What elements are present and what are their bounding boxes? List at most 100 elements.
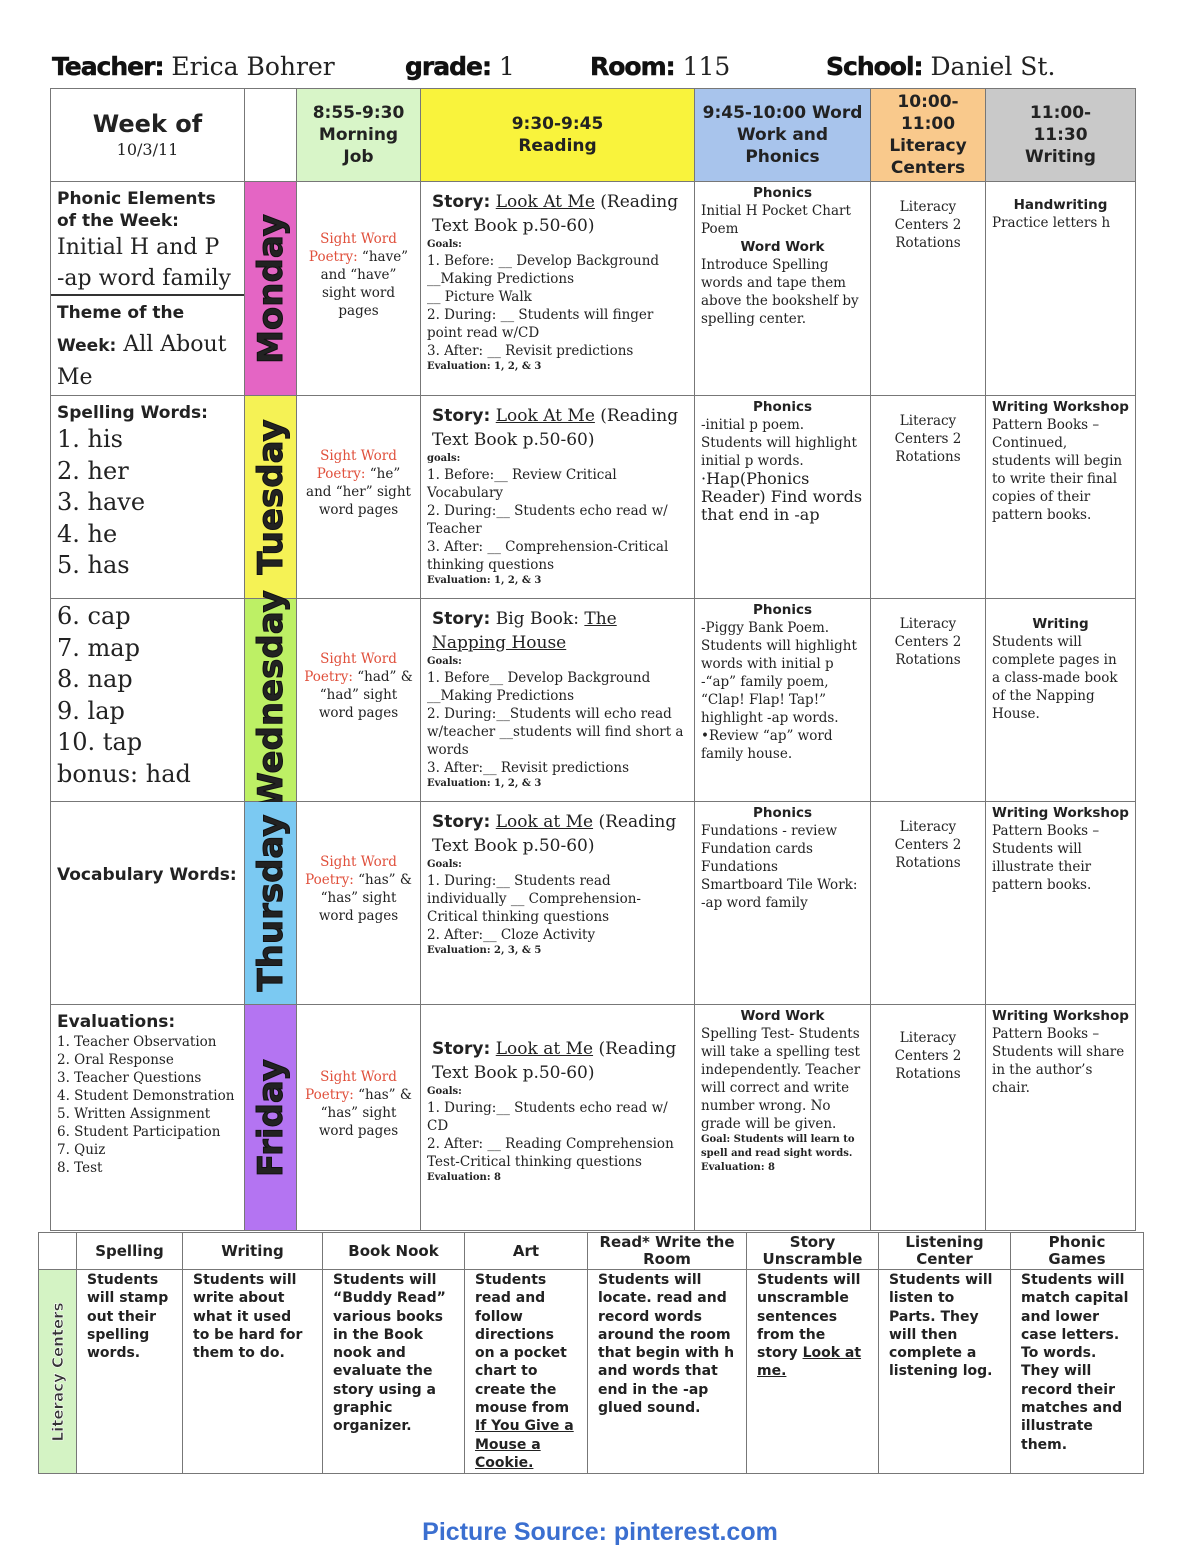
center-title: Listening Center <box>905 1233 984 1268</box>
literacy-centers-cell: Literacy Centers 2 Rotations <box>870 598 986 802</box>
day-row-monday: Phonic Elements of the Week: Initial H an… <box>50 181 1136 396</box>
center-description: Students will locate. read and record wo… <box>587 1268 747 1475</box>
writing-heading: Handwriting <box>1013 197 1108 213</box>
story-title: Look At Me <box>495 192 595 212</box>
sight-word-label: Sight Word Poetry: <box>305 1068 397 1103</box>
day-name: Wednesday <box>250 590 291 811</box>
word-work-cell: Phonics -Piggy Bank Poem. Students will h… <box>694 598 871 802</box>
writing-cell: Handwriting Practice letters h <box>985 181 1136 396</box>
left-notes-cell: Evaluations: 1. Teacher Observation 2. Ora… <box>50 1004 245 1231</box>
morning-job-header: 8:55-9:30 Morning Job <box>296 88 421 182</box>
weekly-plan-table: Week of 10/3/11 8:55-9:30 Morning Job 9:3… <box>50 88 1136 1231</box>
list-item: 7. Quiz <box>57 1142 106 1158</box>
center-title: Art <box>512 1241 540 1260</box>
center-description: Students will stamp out their spelling w… <box>76 1268 183 1475</box>
story-title: Look At Me <box>495 406 595 426</box>
goal-line: 1. During:__ Students read individually … <box>427 873 641 925</box>
school-field: School: Daniel St. <box>826 52 1056 82</box>
theme-value: All About Me <box>57 332 227 390</box>
goal-line: __ Picture Walk <box>427 289 532 305</box>
week-date: 10/3/11 <box>116 140 179 159</box>
reading-cell: Story: Look at Me (Reading Text Book p.5… <box>420 1004 695 1231</box>
list-item: 5. Written Assignment <box>57 1106 211 1122</box>
center-title: Book Nook <box>348 1241 439 1260</box>
writing-heading: Writing Workshop <box>992 399 1129 415</box>
word-work-heading: Phonics <box>752 399 813 415</box>
left-notes-cell: Phonic Elements of the Week: Initial H an… <box>50 181 245 396</box>
literacy-text: Literacy Centers 2 Rotations <box>894 413 962 465</box>
literacy-centers-side-label: Literacy Centers <box>38 1268 77 1475</box>
writing-heading: Writing Workshop <box>992 1008 1129 1024</box>
story-label: Story: <box>432 609 491 629</box>
center-text: Students read and follow directions on a… <box>475 1272 570 1417</box>
literacy-text: Literacy Centers 2 Rotations <box>894 819 962 871</box>
word-work-cell: Phonics -initial p poem. Students will hi… <box>694 395 871 599</box>
list-item: 6. cap <box>57 602 131 630</box>
center-description: Students will unscramble sentences from … <box>746 1268 879 1475</box>
goals-label: Goals: <box>427 656 462 667</box>
center-text: Students will listen to Parts. They will… <box>889 1272 993 1380</box>
center-header: Art <box>464 1232 588 1270</box>
writing-text: Practice letters h <box>992 215 1111 231</box>
word-work-text: -initial p poem. Students will highlight… <box>701 417 857 469</box>
goal-line: 1. Before:__ Review Critical Vocabulary <box>427 467 617 501</box>
center-title: Read* Write the Room <box>599 1233 735 1268</box>
list-item: 3. have <box>57 488 146 516</box>
literacy-centers-header: 10:00-11:00 Literacy Centers <box>870 88 986 182</box>
left-notes-cell: Spelling Words: 1. his 2. her 3. have 4. he 5… <box>50 395 245 599</box>
evaluation-line: Evaluation: 2, 3, & 5 <box>427 945 542 956</box>
morning-job-cell: Sight Word Poetry: “he” and “her” sight … <box>296 395 421 599</box>
center-header: Story Unscramble <box>746 1232 879 1270</box>
sight-word-label: Sight Word Poetry: <box>308 230 397 265</box>
day-label-tuesday: Tuesday <box>244 395 297 599</box>
goal-line: 3. After: __ Comprehension-Critical thin… <box>427 539 669 573</box>
story-source: (Reading Text Book p.50-60) <box>432 406 679 450</box>
sight-word-label: Sight Word Poetry: <box>316 448 397 482</box>
day-row-thursday: Vocabulary Words: Thursday Sight Word Poet… <box>50 801 1136 1005</box>
blank-header <box>244 88 297 182</box>
center-book-title: Look at me. <box>757 1345 862 1380</box>
word-work-cell: Phonics Initial H Pocket Chart Poem Word W… <box>694 181 871 396</box>
literacy-text: Literacy Centers 2 Rotations <box>894 1030 962 1082</box>
teacher-field: Teacher: Erica Bohrer <box>52 52 335 82</box>
literacy-centers-table: Spelling Writing Book Nook Art Read* Write t… <box>38 1232 1144 1475</box>
center-text: Students will match capital and lower ca… <box>1021 1272 1129 1453</box>
literacy-text: Literacy Centers 2 Rotations <box>894 616 962 668</box>
center-header: Spelling <box>76 1232 183 1270</box>
goal-line: 1. During:__ Students echo read w/ CD <box>427 1100 668 1134</box>
teacher-name: Erica Bohrer <box>171 52 335 81</box>
center-text: Students will stamp out their spelling w… <box>87 1272 169 1362</box>
center-text: Students will “Buddy Read” various books… <box>333 1272 446 1435</box>
center-description: Students will “Buddy Read” various books… <box>322 1268 465 1475</box>
list-item: 8. Test <box>57 1160 103 1176</box>
phonic-element: Initial H and P <box>57 235 220 260</box>
literacy-centers-cell: Literacy Centers 2 Rotations <box>870 1004 986 1231</box>
word-work-header: 9:45-10:00 Word Work and Phonics <box>694 88 871 182</box>
writing-header: 11:00-11:30 Writing <box>985 88 1136 182</box>
story-label: Story: <box>432 192 491 212</box>
morning-job-cell: Sight Word Poetry: “has” & “has” sight w… <box>296 801 421 1005</box>
left-heading: Vocabulary Words: <box>57 865 237 885</box>
word-family: -ap word family <box>57 266 231 291</box>
word-work-text-2: ·Hap(Phonics Reader) Find words that end… <box>701 469 863 524</box>
list-item: 5. has <box>57 551 130 579</box>
day-label-monday: Monday <box>244 181 297 396</box>
story-label: Story: <box>432 812 491 832</box>
word-work-text-2: Introduce Spelling words and tape them a… <box>701 257 859 327</box>
center-book-title: If You Give a Mouse a Cookie. <box>475 1418 574 1471</box>
morning-job-text: “has” & “has” sight word pages <box>318 1086 412 1139</box>
center-description: Students will listen to Parts. They will… <box>878 1268 1011 1475</box>
reading-cell: Story: Look at Me (Reading Text Book p.5… <box>420 801 695 1005</box>
list-item: 3. Teacher Questions <box>57 1070 202 1086</box>
story-source: (Reading Text Book p.50-60) <box>432 812 677 856</box>
goals-label: Goals: <box>427 239 462 250</box>
school-value: Daniel St. <box>930 52 1056 81</box>
goals-label: goals: <box>427 453 461 464</box>
center-title: Phonic Games <box>1048 1233 1106 1268</box>
sight-word-label: Sight Word Poetry: <box>305 854 397 888</box>
morning-job-text: “had” & “had” sight word pages <box>318 669 413 721</box>
list-item: 2. Oral Response <box>57 1052 174 1068</box>
center-title: Writing <box>221 1241 284 1260</box>
evaluation-line: Evaluation: 8 <box>427 1172 501 1183</box>
writing-text: Students will complete pages in a class-… <box>992 634 1118 722</box>
